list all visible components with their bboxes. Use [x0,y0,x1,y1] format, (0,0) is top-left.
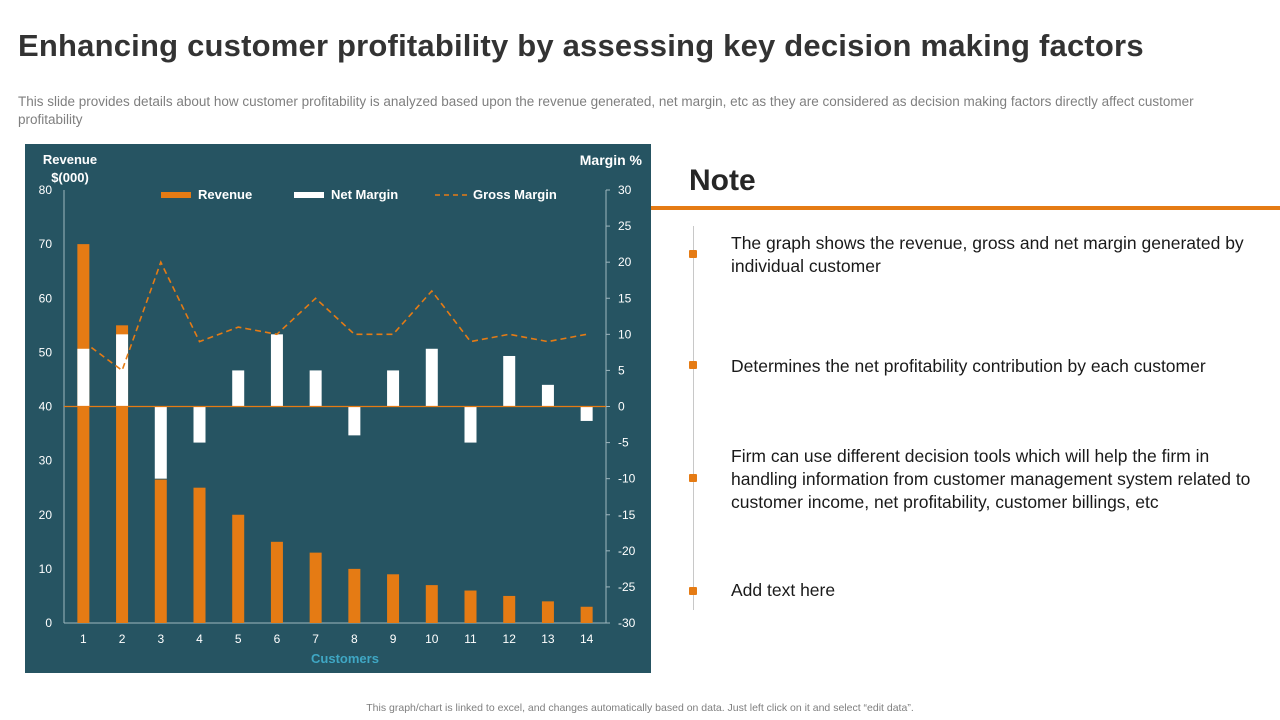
y2-tick-label-1: 25 [618,219,632,233]
legend-gross-margin-label: Gross Margin [473,187,557,202]
revenue-bar-4 [193,487,206,623]
x-tick-label-5: 5 [235,632,242,646]
net-margin-bar-8 [348,406,361,436]
y2-tick-label-9: -15 [618,508,636,522]
y-tick-label-0: 0 [45,616,52,630]
x-axis-title: Customers [311,651,379,666]
x-tick-label-10: 10 [425,632,439,646]
x-tick-label-8: 8 [351,632,358,646]
x-tick-label-13: 13 [541,632,555,646]
y2-tick-label-8: -10 [618,472,636,486]
revenue-bar-8 [348,568,361,623]
x-tick-label-7: 7 [312,632,319,646]
net-margin-bar-1 [77,348,90,407]
y2-tick-label-12: -30 [618,616,636,630]
y2-tick-label-0: 30 [618,183,632,197]
net-margin-bar-6 [270,334,283,407]
x-tick-label-12: 12 [503,632,517,646]
y-axis-title-line1: Revenue [43,152,97,167]
page-subtitle: This slide provides details about how cu… [18,94,1194,127]
note-divider [651,206,1280,210]
note-bullet-2 [689,361,697,369]
y2-tick-label-2: 20 [618,255,632,269]
revenue-bar-10 [425,585,438,623]
legend-net-margin-label: Net Margin [331,187,398,202]
y2-tick-label-3: 15 [618,291,632,305]
note-bullet-1 [689,250,697,258]
revenue-bar-9 [387,574,400,623]
note-item-3: Firm can use different decision tools wh… [731,446,1251,512]
x-tick-label-2: 2 [119,632,126,646]
revenue-bar-13 [541,601,554,623]
x-tick-label-14: 14 [580,632,594,646]
x-tick-label-9: 9 [390,632,397,646]
revenue-bar-1 [77,244,90,623]
x-tick-label-11: 11 [464,632,477,646]
note-item-2: Determines the net profitability contrib… [731,356,1206,376]
net-margin-bar-11 [464,406,477,443]
net-margin-bar-13 [541,384,554,407]
page-title: Enhancing customer profitability by asse… [18,28,1144,63]
y-tick-label-3: 30 [39,454,53,468]
y2-tick-label-4: 10 [618,327,632,341]
revenue-bar-12 [503,595,516,623]
y2-tick-label-6: 0 [618,400,625,414]
x-tick-label-3: 3 [157,632,164,646]
note-timeline-line [693,226,694,610]
y-tick-label-7: 70 [39,237,53,251]
note-bullet-3 [689,474,697,482]
net-margin-bar-7 [309,370,322,407]
y2-tick-label-7: -5 [618,436,629,450]
gross-margin-line [82,260,587,372]
y2-axis-title: Margin % [580,152,643,168]
net-margin-bar-4 [193,406,206,443]
net-margin-bar-2 [116,334,129,407]
y-tick-label-1: 10 [39,562,53,576]
y2-tick-label-10: -20 [618,544,636,558]
revenue-bar-5 [232,514,245,623]
net-margin-bar-14 [580,406,593,421]
revenue-bar-6 [270,541,283,623]
y-tick-label-4: 40 [39,400,53,414]
net-margin-bar-5 [232,370,245,407]
legend-net-margin-swatch [294,192,324,198]
note-bullet-4 [689,587,697,595]
y2-tick-label-5: 5 [618,363,625,377]
y-tick-label-5: 50 [39,345,53,359]
note-item-1: The graph shows the revenue, gross and n… [731,233,1244,276]
y-tick-label-6: 60 [39,291,53,305]
revenue-bar-14 [580,606,593,623]
x-tick-label-4: 4 [196,632,203,646]
revenue-bar-11 [464,590,477,623]
x-tick-label-1: 1 [80,632,87,646]
net-margin-bar-12 [503,355,516,407]
footer-note: This graph/chart is linked to excel, and… [366,702,914,714]
y-axis-title-line2: $(000) [51,170,89,185]
x-tick-label-6: 6 [274,632,281,646]
y-tick-label-2: 20 [39,508,53,522]
net-margin-bar-9 [387,370,400,407]
note-item-4: Add text here [731,580,836,600]
y2-tick-label-11: -25 [618,580,636,594]
net-margin-bar-10 [425,348,438,407]
y-tick-label-8: 80 [39,183,53,197]
revenue-bar-7 [309,552,322,623]
note-heading: Note [689,164,756,197]
revenue-bar-3 [154,479,167,623]
legend-revenue-label: Revenue [198,187,252,202]
legend-revenue-swatch [161,192,191,198]
net-margin-bar-3 [154,406,167,479]
chart-panel: 0 10 20 30 40 50 60 70 80 30 25 20 15 10 5 0 -5 -10 -15 -20… [25,144,651,673]
